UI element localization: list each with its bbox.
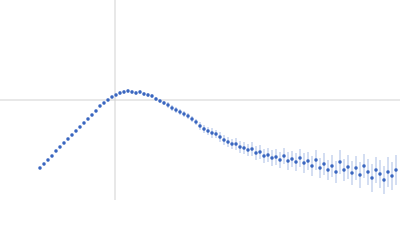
data-point (314, 158, 318, 162)
data-point (66, 137, 70, 141)
data-point (242, 146, 246, 150)
data-point (82, 121, 86, 125)
data-point (338, 160, 342, 164)
data-point (38, 166, 42, 170)
data-point (378, 172, 382, 176)
data-point (266, 153, 270, 157)
data-point (166, 103, 170, 107)
data-point (86, 117, 90, 121)
data-point (382, 178, 386, 182)
data-point (54, 149, 58, 153)
data-point (262, 154, 266, 158)
data-point (270, 156, 274, 160)
data-point (190, 117, 194, 121)
data-point (238, 145, 242, 149)
data-point (50, 154, 54, 158)
data-point (158, 99, 162, 103)
data-point (322, 162, 326, 166)
data-point (274, 155, 278, 159)
data-point (202, 127, 206, 131)
data-point (310, 164, 314, 168)
data-point (226, 140, 230, 144)
data-point (330, 164, 334, 168)
data-point (70, 133, 74, 137)
data-point (146, 93, 150, 97)
data-point (110, 95, 114, 99)
data-point (214, 132, 218, 136)
data-point (386, 170, 390, 174)
data-point (390, 174, 394, 178)
data-point (282, 154, 286, 158)
data-point (250, 147, 254, 151)
data-point (366, 170, 370, 174)
data-point (46, 158, 50, 162)
data-point (278, 158, 282, 162)
data-point (294, 160, 298, 164)
data-point (218, 135, 222, 139)
data-point (394, 168, 398, 172)
data-point (354, 166, 358, 170)
data-point (374, 168, 378, 172)
data-point (178, 110, 182, 114)
data-point (286, 159, 290, 163)
data-point (298, 156, 302, 160)
data-point (58, 145, 62, 149)
data-point (90, 113, 94, 117)
data-point (246, 148, 250, 152)
data-point (350, 171, 354, 175)
data-point (170, 106, 174, 110)
data-point (42, 162, 46, 166)
data-point (186, 114, 190, 118)
data-point (254, 151, 258, 155)
chart (0, 0, 400, 200)
data-point (290, 157, 294, 161)
data-point (302, 161, 306, 165)
data-point (98, 104, 102, 108)
data-point (258, 150, 262, 154)
data-point (318, 166, 322, 170)
data-point (150, 94, 154, 98)
data-point (206, 129, 210, 133)
data-point (114, 93, 118, 97)
data-point (134, 91, 138, 95)
data-point (78, 125, 82, 129)
data-point (346, 165, 350, 169)
data-point (326, 168, 330, 172)
data-point (230, 142, 234, 146)
data-point (154, 97, 158, 101)
data-point (370, 176, 374, 180)
data-point (198, 124, 202, 128)
data-point (210, 131, 214, 135)
data-point (62, 141, 66, 145)
data-point (122, 90, 126, 94)
data-point (130, 90, 134, 94)
data-point (118, 91, 122, 95)
data-point (74, 129, 78, 133)
data-point (94, 109, 98, 113)
data-point (174, 108, 178, 112)
data-point (106, 98, 110, 102)
data-point (142, 92, 146, 96)
data-point (102, 101, 106, 105)
data-point (182, 112, 186, 116)
data-point (358, 173, 362, 177)
data-point (306, 159, 310, 163)
data-point (138, 90, 142, 94)
data-point (194, 120, 198, 124)
data-point (126, 89, 130, 93)
data-point (162, 101, 166, 105)
data-point (334, 170, 338, 174)
data-point (234, 142, 238, 146)
data-point (362, 164, 366, 168)
data-point (342, 168, 346, 172)
data-point (222, 138, 226, 142)
